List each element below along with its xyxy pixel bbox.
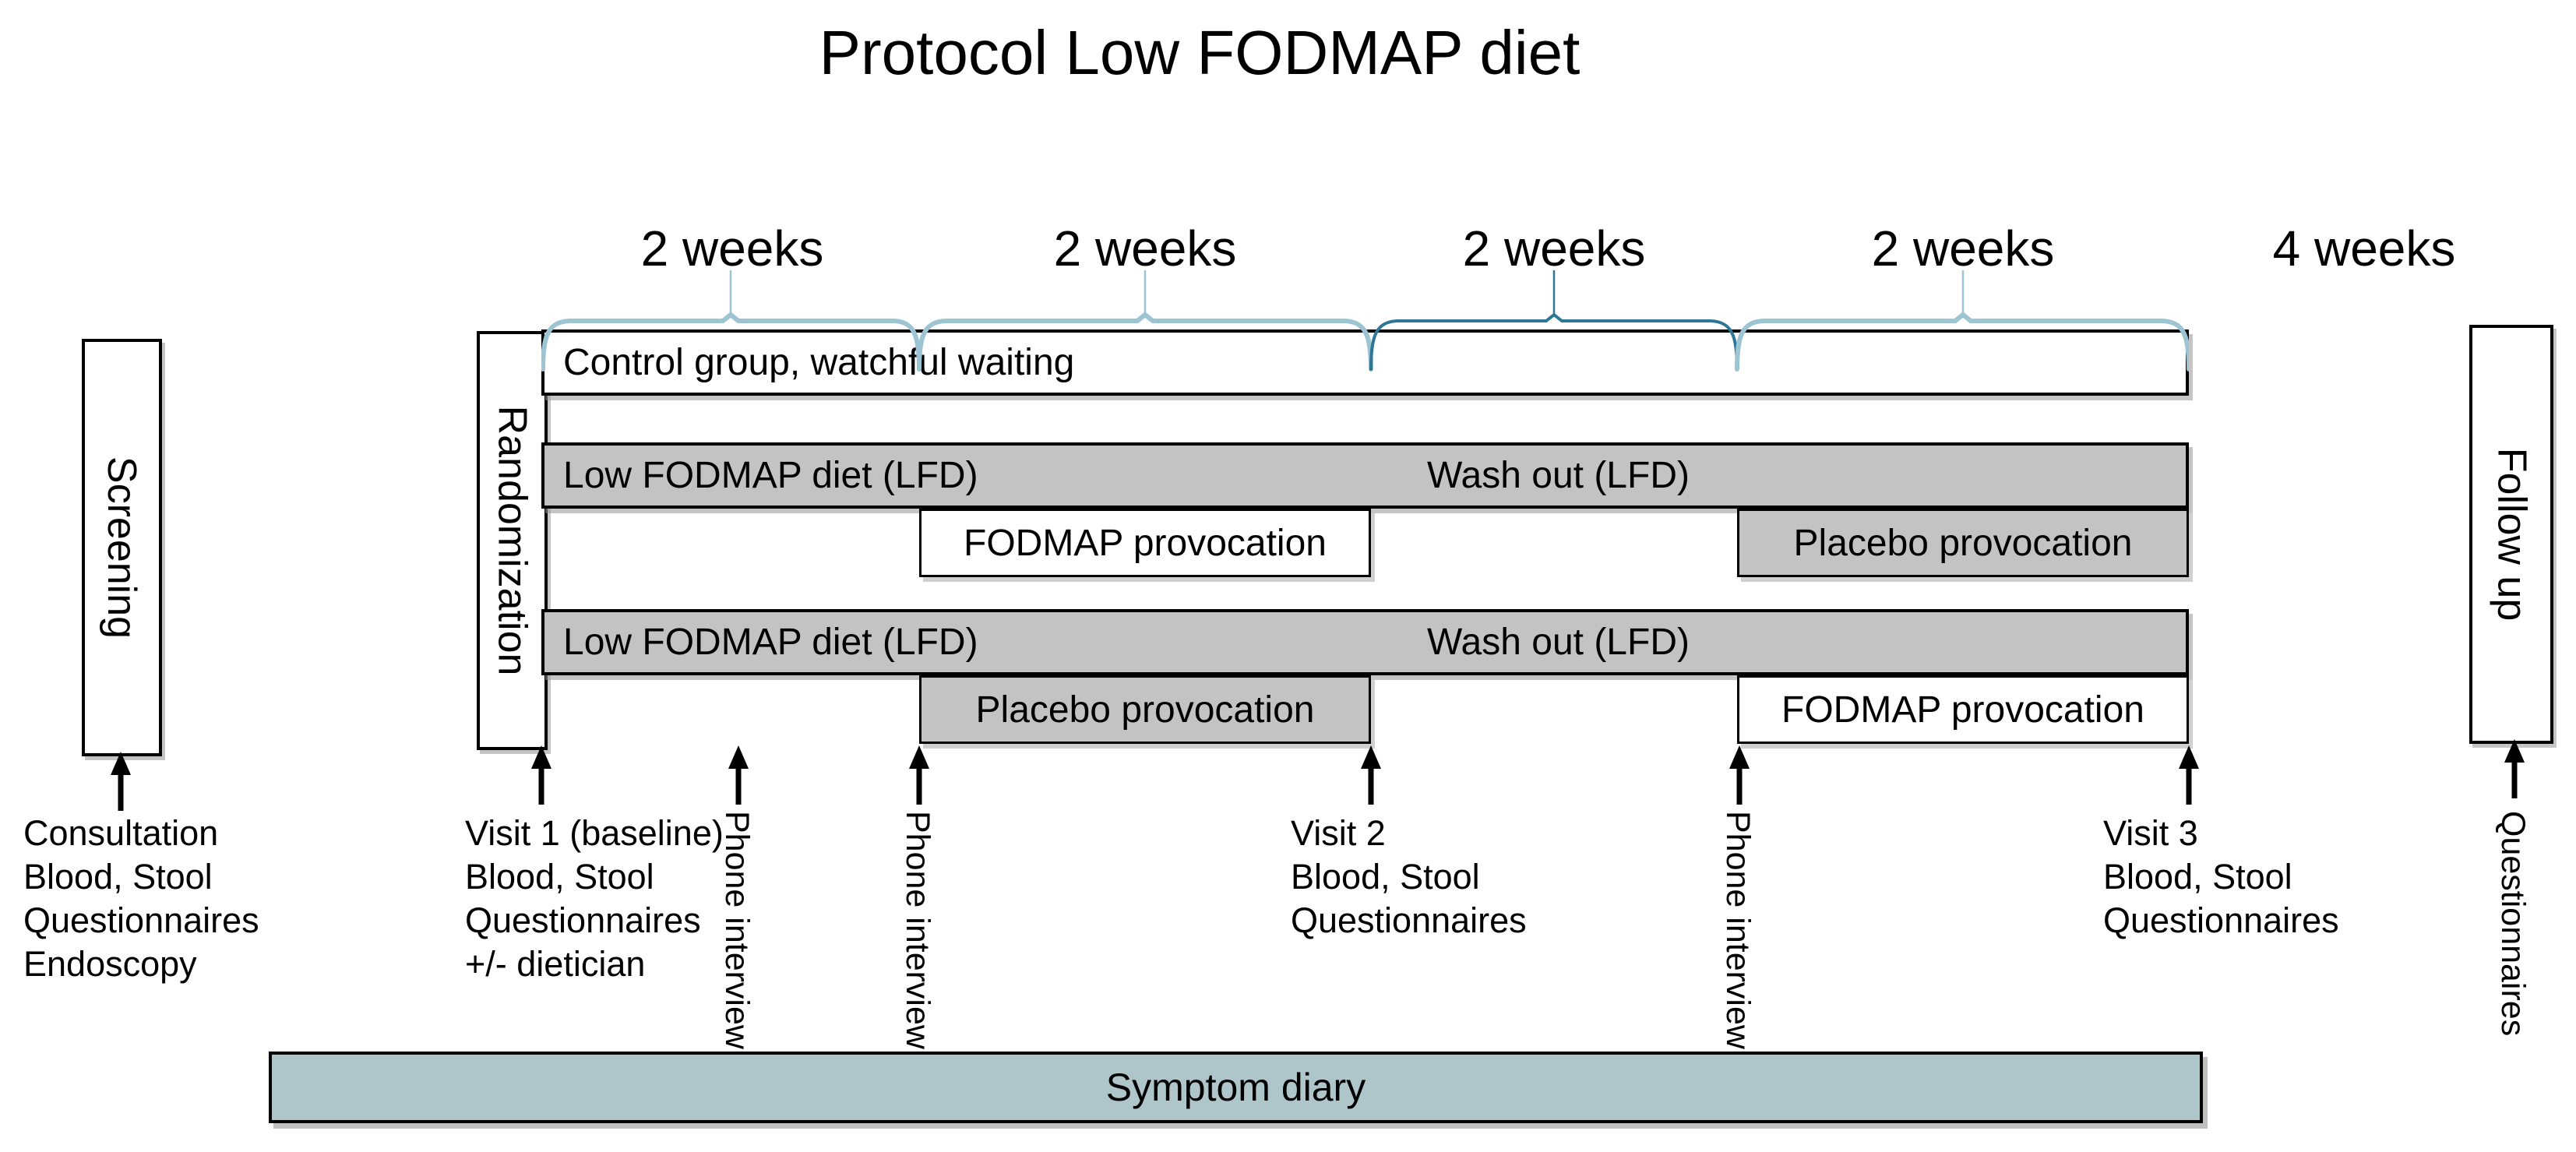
visit3-arrow — [2172, 745, 2206, 805]
visit3-label: Visit 3 Blood, Stool Questionnaires — [2103, 812, 2339, 942]
symptom-diary-bar: Symptom diary — [269, 1052, 2203, 1123]
arrow-head-icon — [1361, 745, 1381, 769]
screening-visit-line: Blood, Stool — [23, 857, 213, 897]
arm2-placebo-provocation-box: Placebo provocation — [919, 675, 1371, 744]
phone3-label: Phone interview — [1719, 811, 1757, 1049]
follow-up-label: Follow up — [2489, 447, 2534, 622]
visit1-line: Questionnaires — [465, 900, 701, 940]
arm1-washout-label: Wash out (LFD) — [1427, 455, 1690, 496]
week-label-5: 4 weeks — [2272, 220, 2456, 277]
visit1-line: Visit 1 (baseline) — [465, 813, 724, 853]
visit2-line: Visit 2 — [1291, 813, 1386, 853]
screening-visit-line: Questionnaires — [23, 900, 259, 940]
screening-label: Screening — [99, 456, 145, 639]
arrow-shaft — [2511, 761, 2518, 798]
visit2-line: Questionnaires — [1291, 900, 1527, 940]
arrow-shaft — [538, 767, 544, 805]
visit3-line: Visit 3 — [2103, 813, 2198, 853]
timeline-braces — [541, 270, 2189, 372]
arrow-shaft — [118, 773, 124, 811]
arm2-washout-label: Wash out (LFD) — [1427, 622, 1690, 663]
arm2-provocation-first-label: Placebo provocation — [975, 689, 1315, 731]
screening-visit-line: Consultation — [23, 813, 219, 853]
visit2-label: Visit 2 Blood, Stool Questionnaires — [1291, 812, 1527, 942]
week-label-2: 2 weeks — [1053, 220, 1237, 277]
page-title: Protocol Low FODMAP diet — [819, 18, 1580, 87]
visit2-arrow — [1354, 745, 1388, 805]
randomization-label: Randomization — [489, 405, 535, 676]
arm1-diet-bar: Low FODMAP diet (LFD) Wash out (LFD) — [541, 442, 2189, 509]
symptom-diary-label: Symptom diary — [1105, 1066, 1366, 1109]
screening-visit-line: Endoscopy — [23, 944, 197, 984]
brace-week-1-2 — [541, 270, 922, 372]
phone1-arrow — [721, 745, 756, 805]
week-label-1: 2 weeks — [640, 220, 824, 277]
randomization-box: Randomization — [477, 331, 548, 750]
visit1-line: +/- dietician — [465, 944, 646, 984]
arm1-provocation-second-label: Placebo provocation — [1793, 522, 2133, 564]
arrow-head-icon — [111, 752, 131, 775]
arm1-placebo-provocation-box: Placebo provocation — [1737, 509, 2189, 577]
phone2-label: Phone interview — [899, 811, 936, 1049]
arm2-provocation-second-label: FODMAP provocation — [1781, 689, 2144, 731]
arm1-provocation-first-label: FODMAP provocation — [964, 522, 1327, 564]
visit1-line: Blood, Stool — [465, 857, 654, 897]
brace-week-3-4 — [917, 270, 1373, 372]
visit2-line: Blood, Stool — [1291, 857, 1480, 897]
visit1-arrow — [524, 745, 559, 805]
follow-up-questionnaires-label: Questionnaires — [2494, 811, 2532, 1037]
arm2-diet-bar: Low FODMAP diet (LFD) Wash out (LFD) — [541, 609, 2189, 675]
control-group-label: Control group, watchful waiting — [563, 342, 1075, 383]
arrow-shaft — [735, 767, 742, 805]
arm2-diet-label: Low FODMAP diet (LFD) — [563, 622, 978, 663]
arrow-head-icon — [531, 745, 551, 769]
arrow-head-icon — [1729, 745, 1750, 769]
visit1-label: Visit 1 (baseline) Blood, Stool Question… — [465, 812, 724, 986]
arrow-shaft — [2186, 767, 2192, 805]
arm1-fodmap-provocation-box: FODMAP provocation — [919, 509, 1371, 577]
phone1-label: Phone interview — [718, 811, 756, 1049]
arrow-head-icon — [2179, 745, 2199, 769]
arm1-diet-label: Low FODMAP diet (LFD) — [563, 455, 978, 496]
control-group-bar: Control group, watchful waiting — [541, 329, 2189, 396]
screening-visit-label: Consultation Blood, Stool Questionnaires… — [23, 812, 259, 986]
arrow-head-icon — [728, 745, 749, 769]
phone3-arrow — [1722, 745, 1757, 805]
follow-up-arrow — [2497, 739, 2532, 798]
brace-week-7-8 — [1735, 270, 2189, 372]
arm2-fodmap-provocation-box: FODMAP provocation — [1737, 675, 2189, 744]
screening-box: Screening — [82, 339, 162, 756]
visit3-line: Blood, Stool — [2103, 857, 2292, 897]
visit3-line: Questionnaires — [2103, 900, 2339, 940]
phone2-arrow — [902, 745, 936, 805]
week-label-3: 2 weeks — [1462, 220, 1646, 277]
follow-up-box: Follow up — [2469, 325, 2553, 744]
week-label-4: 2 weeks — [1871, 220, 2055, 277]
arrow-shaft — [1368, 767, 1374, 805]
arrow-head-icon — [2504, 739, 2525, 763]
arrow-shaft — [1736, 767, 1743, 805]
arrow-shaft — [916, 767, 922, 805]
arrow-head-icon — [909, 745, 929, 769]
brace-week-5-6 — [1369, 270, 1739, 371]
screening-arrow — [104, 752, 138, 811]
